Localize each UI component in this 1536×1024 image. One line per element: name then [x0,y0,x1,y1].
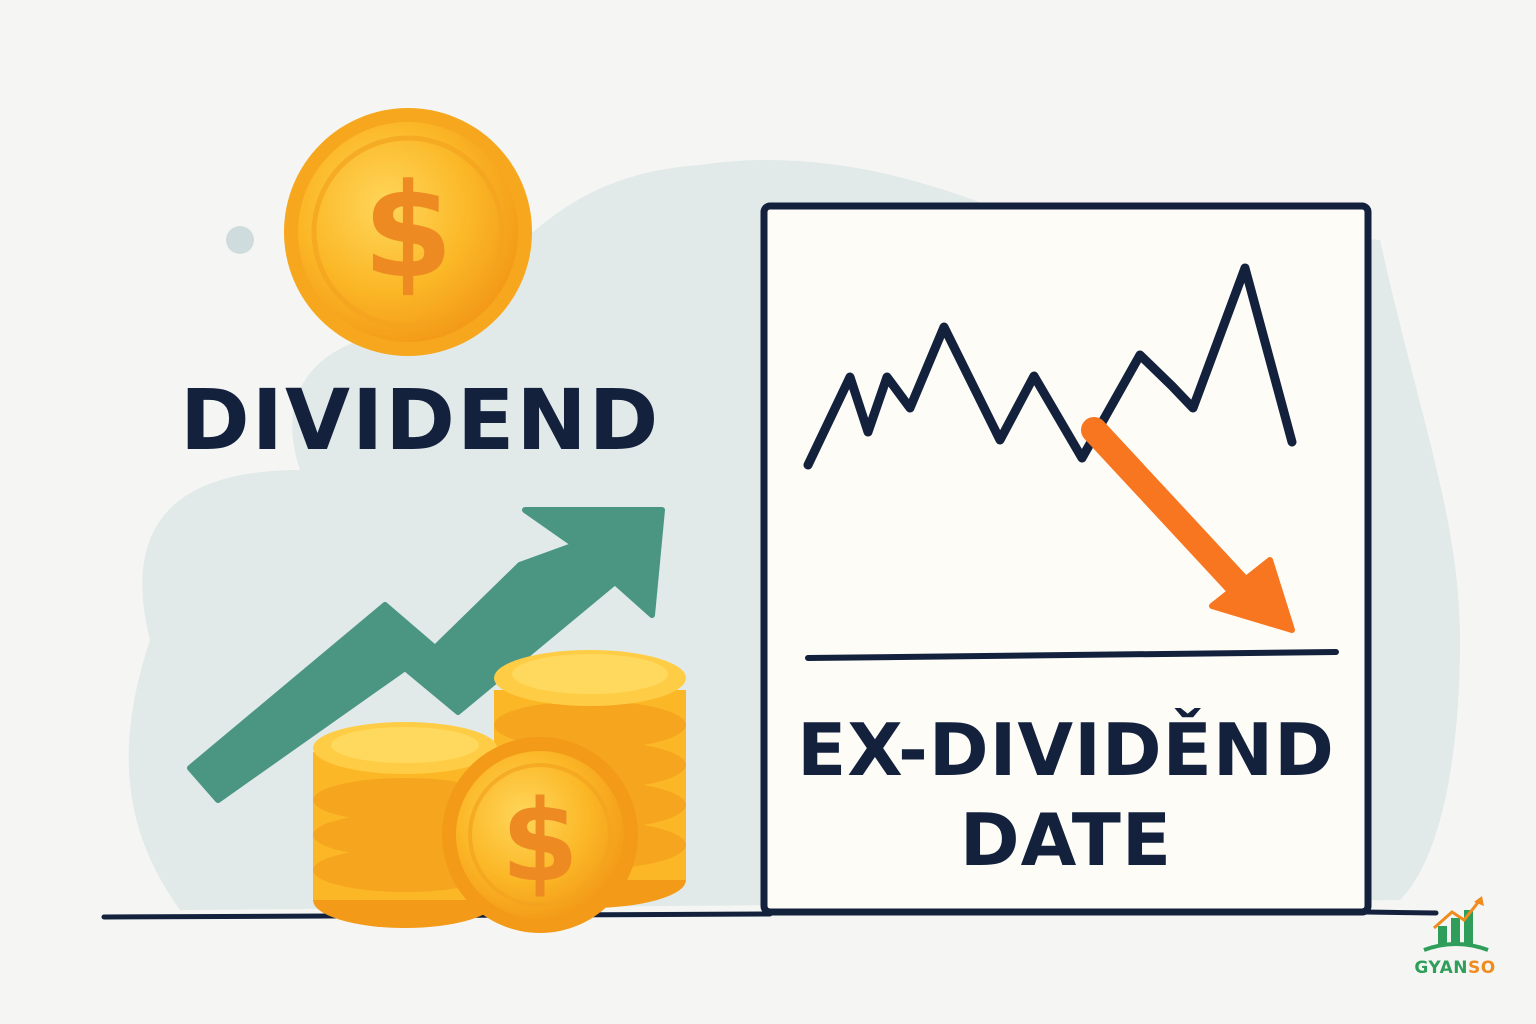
svg-text:$: $ [501,777,579,907]
ex-dividend-date-label: DATE [959,798,1173,882]
dollar-coin-icon: $ [284,108,532,356]
ex-dividend-title: EX-DIVIDĚND [797,708,1335,792]
falling-arrow-icon [1081,417,1295,633]
ex-dividend-panel [760,202,1372,916]
logo-icon [1423,896,1489,952]
brand-name-accent: SO [1467,958,1496,978]
svg-text:$: $ [363,155,453,307]
brand-name-primary: GYAN [1414,958,1468,978]
dividend-title: DIVIDEND [180,371,661,469]
stock-line-icon [803,263,1297,470]
brand-logo-text: GYANSO [1405,958,1505,978]
background-dot [226,226,254,254]
coin-stack-icon: $ [313,650,686,933]
rising-arrow-icon [187,507,665,803]
panel-divider [805,649,1339,661]
